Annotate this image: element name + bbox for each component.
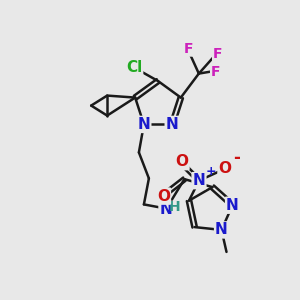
Text: H: H [169, 200, 181, 214]
Text: N: N [215, 222, 228, 237]
Text: O: O [176, 154, 188, 169]
Text: N: N [160, 202, 172, 217]
Text: +: + [206, 165, 217, 178]
Text: N: N [137, 117, 150, 132]
Text: -: - [233, 148, 240, 166]
Text: N: N [226, 198, 239, 213]
Text: O: O [218, 161, 232, 176]
Text: N: N [193, 173, 206, 188]
Text: F: F [184, 42, 194, 56]
Text: O: O [157, 189, 170, 204]
Text: Cl: Cl [126, 59, 142, 74]
Text: F: F [213, 46, 223, 61]
Text: F: F [211, 64, 220, 79]
Text: N: N [166, 117, 178, 132]
